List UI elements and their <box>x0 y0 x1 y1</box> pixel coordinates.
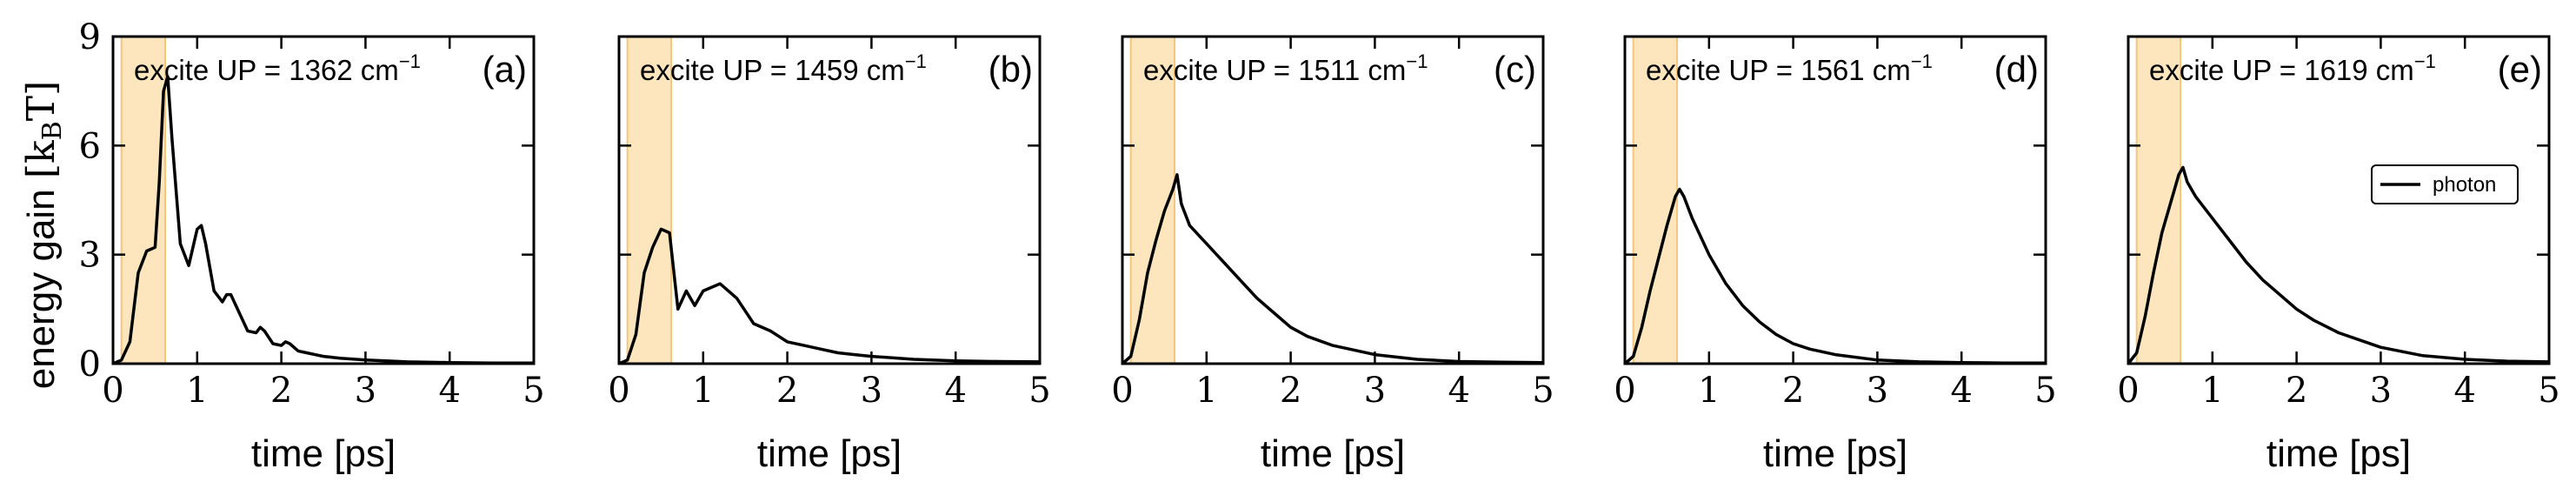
x-tick-label: 4 <box>944 371 966 411</box>
y-axis-label-tail: T] <box>19 81 63 122</box>
x-tick-label: 1 <box>692 371 714 411</box>
x-tick-label: 3 <box>355 371 376 411</box>
y-axis-label: energy gain [kBT] <box>19 81 68 390</box>
x-tick-label: 1 <box>2201 371 2223 411</box>
annotation-text: excite UP = 1459 cm <box>640 54 905 86</box>
x-axis-label: time [ps] <box>251 432 396 475</box>
excitation-annotation: excite UP = 1511 cm−1 <box>1143 50 1428 86</box>
x-tick-label: 4 <box>438 371 460 411</box>
panel-4: 0 1 2 3 4 5 time [ps] excite UP = 1561 cm−1 (d) <box>1614 35 2057 475</box>
y-tick-label: 9 <box>79 17 101 57</box>
x-tick-label: 5 <box>2034 371 2056 411</box>
series-line-1 <box>2127 165 2550 365</box>
x-axis-label: time [ps] <box>1763 432 1907 475</box>
series-line-1 <box>1623 187 2046 365</box>
x-tick-label: 1 <box>1195 371 1217 411</box>
x-tick-label: 3 <box>2370 371 2392 411</box>
panel-3: 0 1 2 3 4 5 time [ps] excite UP = 1511 cm−1 (c) <box>1111 35 1554 475</box>
x-axis-label: time [ps] <box>2266 432 2411 475</box>
series-line-1 <box>112 75 534 365</box>
x-tick-label: 0 <box>102 371 123 411</box>
legend-entry: photon <box>2433 173 2496 197</box>
plot-frame <box>617 35 1042 365</box>
excitation-annotation: excite UP = 1619 cm−1 <box>2149 50 2436 86</box>
panel-5: 0 1 2 3 4 5 time [ps] excite UP = 1619 cm−1 (e) p… <box>2117 35 2560 475</box>
annotation-text: excite UP = 1511 cm <box>1143 54 1406 86</box>
x-tick-label: 0 <box>1111 371 1133 411</box>
panel-label: (e) <box>2498 49 2542 90</box>
x-tick-label: 1 <box>1698 371 1720 411</box>
panel-label: (b) <box>988 49 1033 90</box>
x-tick-label: 1 <box>186 371 208 411</box>
panel-label: (a) <box>483 49 527 90</box>
panel-2: 0 1 2 3 4 5 time [ps] excite UP = 1459 cm−1 (b) <box>608 35 1051 475</box>
excitation-window <box>627 37 672 364</box>
x-tick-label: 0 <box>1614 371 1635 411</box>
annotation-text: excite UP = 1619 cm <box>2149 54 2414 86</box>
x-tick-label: 2 <box>1782 371 1804 411</box>
excitation-window <box>1633 37 1678 364</box>
annotation-superscript: −1 <box>1406 50 1428 72</box>
x-tick-label: 2 <box>776 371 798 411</box>
annotation-superscript: −1 <box>905 50 927 72</box>
series-line-1 <box>618 227 1041 365</box>
legend-box <box>2371 164 2519 204</box>
x-axis-label: time [ps] <box>1261 432 1405 475</box>
x-tick-label: 4 <box>1448 371 1469 411</box>
y-tick-label: 6 <box>79 126 101 166</box>
x-tick-label: 5 <box>1532 371 1554 411</box>
excitation-annotation: excite UP = 1561 cm−1 <box>1646 50 1933 86</box>
plot-frame <box>2127 35 2551 365</box>
y-tick-label: 3 <box>79 236 101 276</box>
x-axis-label: time [ps] <box>757 432 902 475</box>
x-tick-label: 3 <box>1867 371 1888 411</box>
plot-frame <box>1623 35 2047 365</box>
x-tick-label: 3 <box>861 371 882 411</box>
x-tick-label: 5 <box>2538 371 2559 411</box>
excitation-annotation: excite UP = 1459 cm−1 <box>640 50 927 86</box>
x-tick-label: 0 <box>2117 371 2139 411</box>
x-tick-label: 5 <box>1028 371 1050 411</box>
annotation-text: excite UP = 1362 cm <box>134 54 399 86</box>
annotation-superscript: −1 <box>1911 50 1933 72</box>
x-tick-label: 2 <box>2286 371 2307 411</box>
y-axis-label-sub: B <box>37 121 68 140</box>
x-tick-label: 5 <box>523 371 544 411</box>
x-tick-label: 3 <box>1364 371 1386 411</box>
panel-label: (d) <box>1994 49 2039 90</box>
annotation-superscript: −1 <box>2414 50 2436 72</box>
x-tick-label: 2 <box>1280 371 1301 411</box>
plot-frame <box>111 35 536 365</box>
panel-label: (c) <box>1494 49 1536 90</box>
y-axis-label-main: energy gain <box>20 178 63 389</box>
x-tick-label: 4 <box>2453 371 2475 411</box>
y-axis-label-unit: [k <box>19 140 63 178</box>
series-line-1 <box>1121 173 1544 365</box>
x-tick-label: 0 <box>608 371 629 411</box>
excitation-window <box>2136 37 2181 364</box>
x-tick-label: 2 <box>270 371 292 411</box>
panel-1: 0 1 2 3 4 5 0 3 6 9 time [ps] excite UP = 1362 cm−1… <box>79 17 545 475</box>
y-tick-label: 0 <box>79 345 101 385</box>
annotation-superscript: −1 <box>399 50 421 72</box>
annotation-text: excite UP = 1561 cm <box>1646 54 1911 86</box>
excitation-annotation: excite UP = 1362 cm−1 <box>134 50 421 86</box>
plot-frame <box>1121 35 1545 365</box>
x-tick-label: 4 <box>1950 371 1972 411</box>
